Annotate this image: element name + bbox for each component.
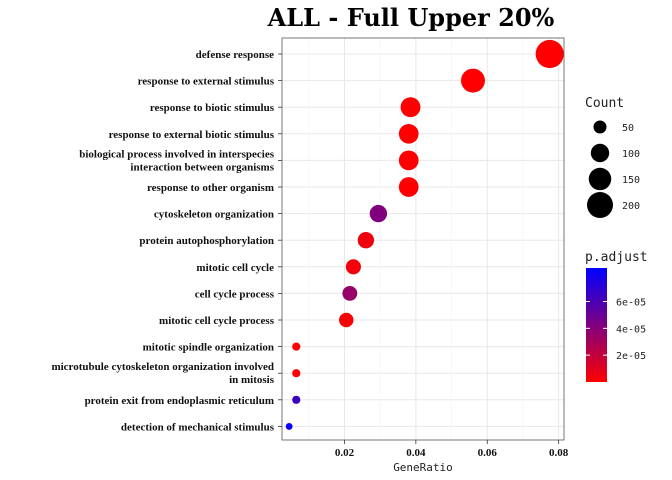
y-tick-label: mitotic spindle organization (143, 342, 274, 354)
data-point (357, 232, 375, 249)
legend-count: Count 50 100 150 200 (585, 96, 640, 218)
data-point (285, 422, 293, 430)
grid-lines (282, 38, 564, 440)
y-tick-label: microtubule cytoskeleton organization in… (51, 361, 274, 386)
x-tick-label: 0.08 (549, 447, 569, 459)
y-axis: defense response response to external sti… (51, 49, 282, 433)
x-tick-label: 0.02 (335, 447, 355, 459)
legend-count-key (590, 143, 610, 163)
y-tick-label-line: biological process involved in interspec… (79, 148, 274, 160)
data-point (345, 259, 361, 275)
data-point (339, 312, 354, 328)
data-point (369, 204, 388, 223)
legend-p-adjust: p.adjust 2e-05 4e-05 6e-05 (585, 250, 648, 382)
legend-count-label: 50 (622, 123, 634, 134)
y-tick-label: response to biotic stimulus (150, 102, 275, 114)
legend-count-key (593, 120, 607, 134)
x-axis: 0.02 0.04 0.06 0.08 (335, 440, 569, 459)
plot-panel (281, 37, 565, 441)
data-point (292, 369, 301, 378)
data-point (535, 39, 564, 69)
y-tick-label: mitotic cell cycle process (159, 315, 275, 327)
x-tick-label: 0.04 (406, 447, 426, 459)
data-point (342, 285, 358, 301)
y-tick-label: protein autophosphorylation (139, 235, 274, 247)
y-tick-label-line: interaction between organisms (130, 161, 274, 173)
y-tick-label: defense response (196, 49, 274, 61)
y-tick-label: protein exit from endoplasmic reticulum (85, 395, 274, 407)
legend-count-label: 200 (622, 201, 640, 212)
y-tick-label: response to other organism (147, 182, 274, 194)
y-tick-label: cytoskeleton organization (154, 209, 274, 221)
legend-color-label: 2e-05 (616, 351, 646, 362)
y-tick-label: cell cycle process (195, 288, 275, 300)
y-tick-label: detection of mechanical stimulus (121, 421, 275, 433)
legend-count-title: Count (585, 96, 624, 111)
legend-count-label: 150 (622, 175, 640, 186)
data-point (398, 177, 419, 197)
legend-count-label: 100 (622, 149, 640, 160)
legend-color-label: 6e-05 (616, 298, 646, 309)
data-point (398, 123, 419, 144)
legend-count-key (588, 167, 612, 191)
y-tick-label-line: microtubule cytoskeleton organization in… (51, 361, 274, 373)
x-tick-label: 0.06 (478, 447, 498, 459)
y-tick-label: biological process involved in interspec… (79, 148, 274, 173)
y-tick-label: response to external stimulus (138, 76, 275, 88)
x-axis-title: GeneRatio (393, 461, 453, 474)
chart-title: ALL - Full Upper 20% (267, 3, 555, 32)
data-point (292, 395, 301, 404)
data-point (400, 97, 421, 118)
data-point (460, 68, 485, 93)
legend-color-label: 4e-05 (616, 324, 646, 335)
data-points (285, 39, 564, 430)
y-tick-label-line: in mitosis (229, 374, 275, 386)
y-tick-label: mitotic cell cycle (196, 262, 274, 274)
legend-p-adjust-title: p.adjust (585, 250, 648, 265)
data-point (292, 342, 301, 351)
legend-count-key (587, 192, 613, 218)
legend-color-bar (586, 268, 607, 382)
data-point (398, 150, 419, 171)
y-tick-label: response to external biotic stimulus (109, 129, 275, 141)
